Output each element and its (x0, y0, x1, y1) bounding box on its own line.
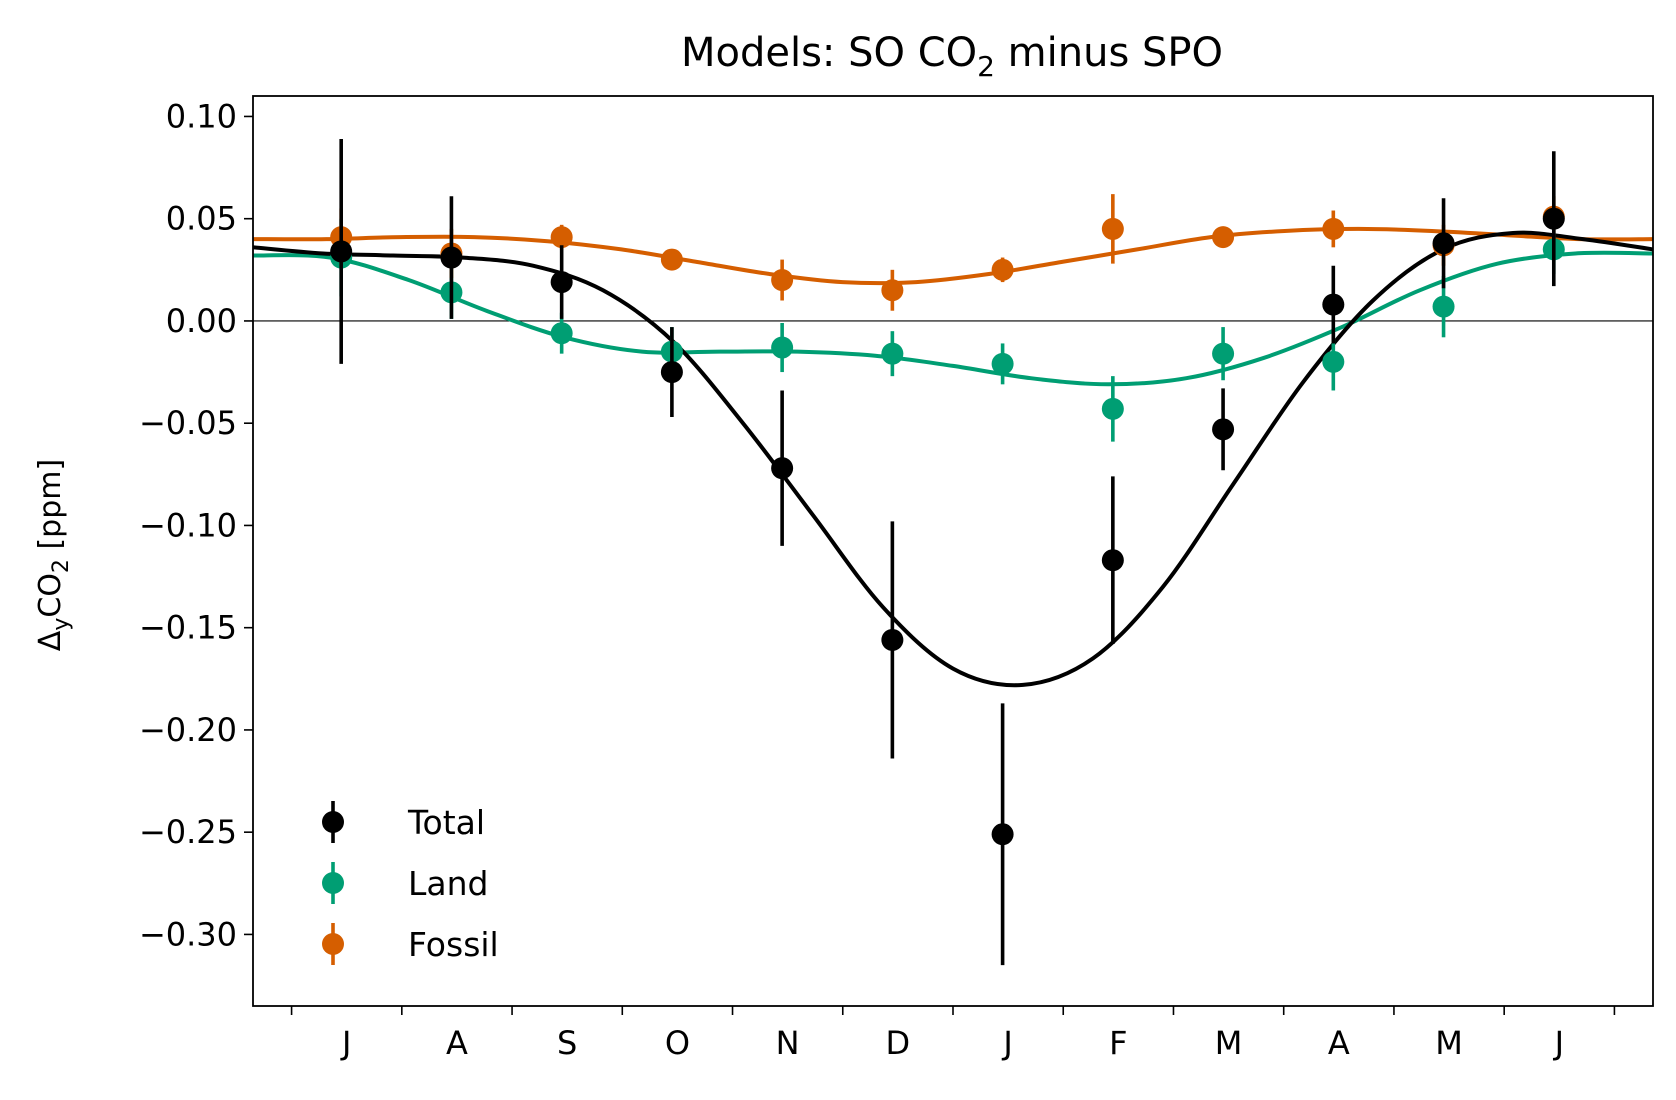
plot-frame (252, 95, 1654, 1007)
plot-area: 0.10 0.05 0.00 −0.05 −0.10 −0.15 −0.20 −0.25 −0.… (139, 95, 1654, 1062)
fit-curve-land (252, 250, 1654, 387)
data-point-total (440, 246, 463, 269)
legend-label-fossil: Fossil (408, 925, 499, 964)
legend-marker-land (322, 872, 344, 894)
data-point-total (991, 823, 1014, 846)
data-point-fossil (771, 269, 794, 292)
data-point-land (1322, 350, 1345, 373)
data-point-land (1212, 342, 1235, 365)
y-tick-label: −0.15 (139, 609, 237, 647)
x-tick-label: M (1215, 1024, 1243, 1062)
y-tick-label: −0.20 (139, 711, 237, 749)
data-point-land (881, 342, 904, 365)
data-point-land (1432, 295, 1455, 318)
data-point-fossil (1322, 217, 1345, 240)
x-tick-label: F (1109, 1024, 1127, 1062)
x-tick-label: A (1328, 1024, 1350, 1062)
y-axis-label: ΔyCO2 [ppm] (33, 459, 74, 651)
data-point-total (1542, 207, 1565, 230)
y-tick-label: −0.30 (139, 915, 237, 953)
y-tick-label: −0.05 (139, 404, 237, 442)
legend-label-total: Total (407, 803, 485, 842)
legend-marker-total (322, 811, 344, 833)
data-point-fossil (991, 258, 1014, 281)
legend-marker-fossil (322, 933, 344, 955)
legend-label-land: Land (408, 864, 488, 903)
y-tick-label: 0.10 (166, 97, 237, 135)
data-point-fossil (550, 226, 573, 249)
data-point-fossil (881, 279, 904, 302)
x-tick-label: S (557, 1024, 577, 1062)
x-tick-label: J (1001, 1024, 1012, 1062)
fit-curve-fossil (252, 226, 1654, 286)
data-point-fossil (660, 248, 683, 271)
y-tick-label: −0.10 (139, 506, 237, 544)
legend: Total Land Fossil (322, 801, 499, 965)
data-point-land (771, 336, 794, 359)
x-tick-label: O (665, 1024, 690, 1062)
y-tick-label: 0.05 (166, 200, 237, 238)
data-point-total (771, 457, 794, 480)
y-tick-label: 0.00 (166, 302, 237, 340)
data-point-total (1322, 293, 1345, 316)
data-point-total (1432, 232, 1455, 255)
data-point-total (330, 240, 353, 263)
data-point-total (1212, 418, 1235, 441)
y-tick-label: −0.25 (139, 813, 237, 851)
data-point-fossil (1212, 226, 1235, 249)
chart-title: Models: SO CO2 minus SPO (681, 30, 1223, 83)
data-point-land (1101, 397, 1124, 420)
x-tick-label: D (886, 1024, 911, 1062)
fit-curve-total (252, 230, 1654, 688)
x-tick-label: J (1553, 1024, 1564, 1062)
data-point-fossil (1101, 217, 1124, 240)
x-tick-label: A (446, 1024, 468, 1062)
x-tick-label: J (340, 1024, 351, 1062)
data-point-total (881, 628, 904, 651)
x-tick-label: M (1435, 1024, 1463, 1062)
x-tick-label: N (776, 1024, 800, 1062)
data-point-land (550, 322, 573, 345)
data-point-land (991, 352, 1014, 375)
data-point-total (660, 361, 683, 384)
data-point-total (1101, 549, 1124, 572)
data-point-total (550, 271, 573, 294)
